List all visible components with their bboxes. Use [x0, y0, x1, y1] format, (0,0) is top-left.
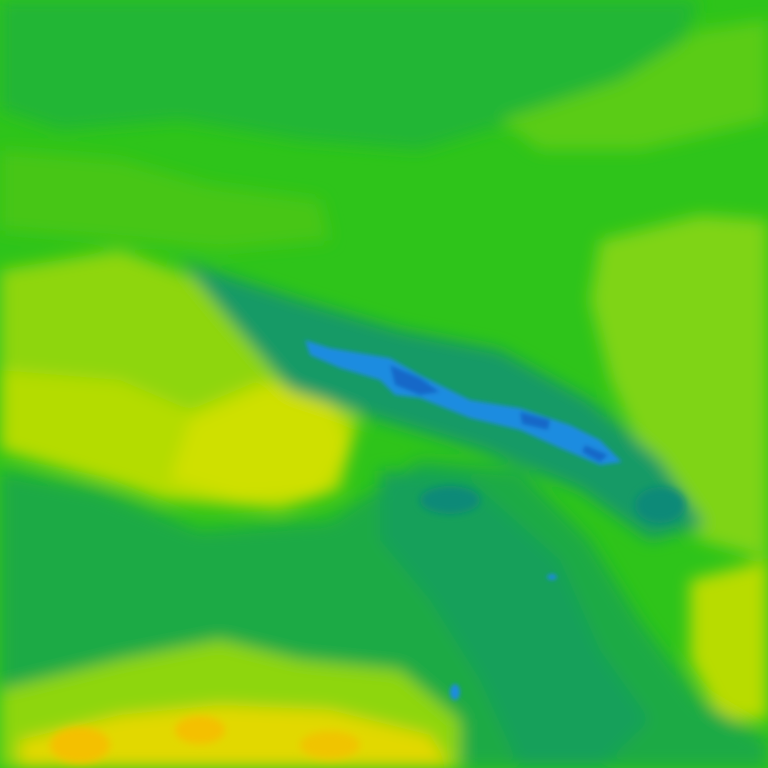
- blue-streak-core: [520, 412, 550, 430]
- blue-spot: [547, 574, 557, 580]
- south-orange-spot: [50, 727, 110, 763]
- blue-streak-core: [582, 445, 608, 462]
- south-orange-spot: [175, 716, 225, 744]
- northeast-light-patch: [500, 20, 768, 150]
- blue-streak: [305, 340, 622, 465]
- east-yellow-patch: [690, 560, 768, 720]
- deep-teal-spot: [420, 486, 480, 514]
- blue-streak-core: [390, 365, 440, 395]
- blue-spot: [450, 684, 460, 700]
- west-yellow-center: [170, 385, 350, 500]
- north-light-band: [0, 150, 330, 250]
- east-lime-region: [590, 215, 768, 560]
- south-orange-spot: [300, 731, 360, 759]
- deep-teal-spot: [635, 487, 685, 523]
- south-teal-band: [380, 470, 650, 768]
